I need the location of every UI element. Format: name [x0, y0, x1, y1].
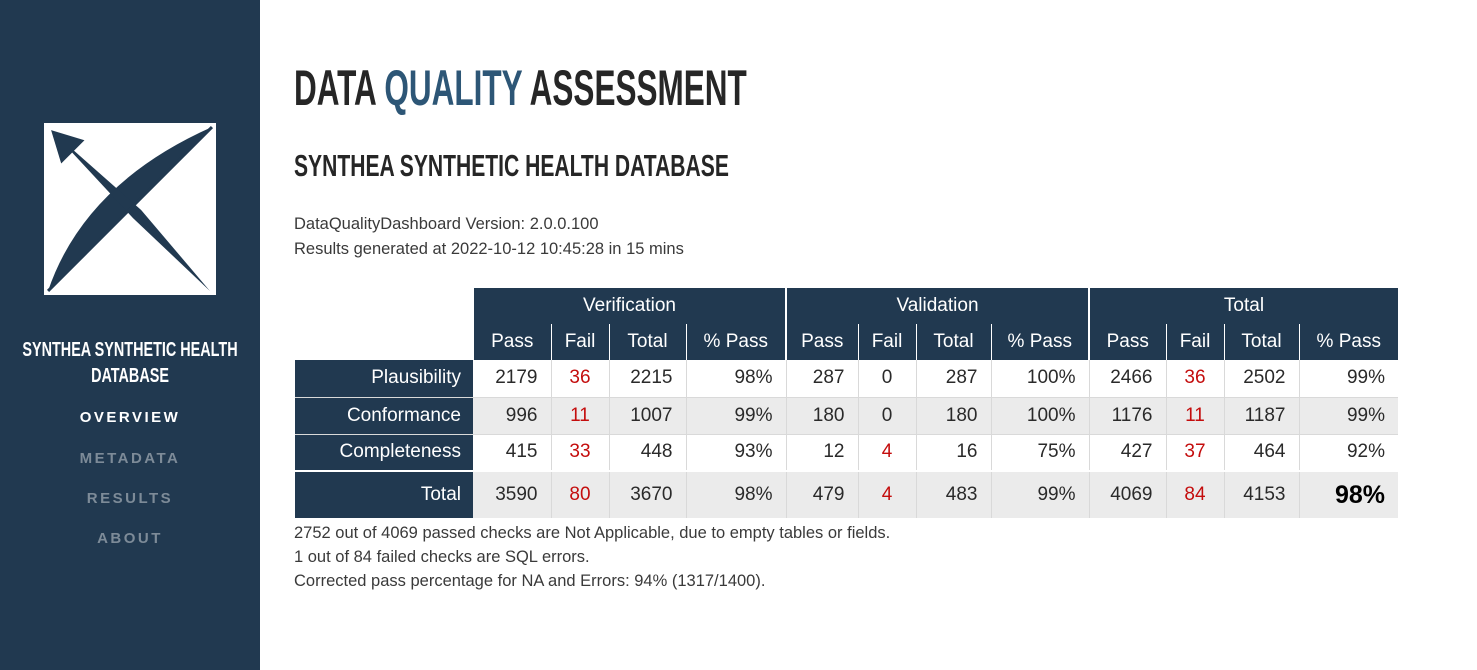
grand-pct-cell: 98%: [1298, 470, 1398, 518]
bow-arrow-logo-icon: [44, 123, 216, 295]
group-header-validation: Validation: [785, 288, 1089, 324]
pass-cell: 4069: [1088, 470, 1166, 518]
pass-cell: 427: [1088, 433, 1166, 471]
footnotes: 2752 out of 4069 passed checks are Not A…: [294, 521, 890, 593]
title-word-data: DATA: [294, 60, 376, 116]
fail-header: Fail: [1165, 324, 1224, 360]
pct-pass-header: % Pass: [685, 324, 786, 360]
row-label: Total: [295, 470, 473, 518]
sidebar-item-about[interactable]: ABOUT: [97, 530, 163, 547]
pass-cell: 479: [785, 470, 858, 518]
sidebar-database-title: SYNTHEA SYNTHETIC HEALTH DATABASE: [22, 339, 238, 387]
page-title: DATA QUALITY ASSESSMENT: [294, 63, 747, 113]
pct-cell: 100%: [990, 396, 1089, 434]
table-corner-blank: [294, 288, 473, 360]
total-cell: 448: [608, 433, 686, 471]
fail-cell: 33: [550, 433, 609, 471]
note-not-applicable: 2752 out of 4069 passed checks are Not A…: [294, 524, 891, 542]
total-cell: 1007: [608, 396, 686, 434]
total-cell: 483: [915, 470, 991, 518]
pct-cell: 99%: [990, 470, 1089, 518]
fail-cell: 36: [1165, 360, 1224, 397]
summary-table: Verification Validation Total Pass Fail …: [294, 288, 1398, 518]
group-header-total: Total: [1088, 288, 1398, 324]
fail-cell: 4: [857, 470, 916, 518]
total-cell: 287: [915, 360, 991, 397]
total-header: Total: [1223, 324, 1299, 360]
total-cell: 4153: [1223, 470, 1299, 518]
pass-header: Pass: [472, 324, 551, 360]
total-cell: 2215: [608, 360, 686, 397]
fail-cell: 11: [1165, 396, 1224, 434]
pass-cell: 12: [785, 433, 858, 471]
sidebar-item-results[interactable]: RESULTS: [86, 490, 174, 507]
sidebar-item-overview[interactable]: OVERVIEW: [79, 409, 181, 426]
table-row-plausibility: Plausibility 2179 36 2215 98% 287 0 287 …: [295, 360, 1398, 397]
row-label: Conformance: [295, 396, 473, 434]
pct-cell: 98%: [685, 470, 786, 518]
pass-header: Pass: [1088, 324, 1166, 360]
pct-cell: 92%: [1298, 433, 1398, 471]
table-row-total: Total 3590 80 3670 98% 479 4 483 99% 406…: [295, 470, 1398, 518]
row-label: Plausibility: [295, 360, 473, 397]
report-meta: DataQualityDashboard Version: 2.0.0.100 …: [294, 212, 684, 262]
pct-pass-header: % Pass: [990, 324, 1089, 360]
group-header-verification: Verification: [472, 288, 786, 324]
fail-cell: 84: [1165, 470, 1224, 518]
total-cell: 16: [915, 433, 991, 471]
fail-cell: 36: [550, 360, 609, 397]
note-corrected-pct: Corrected pass percentage for NA and Err…: [294, 572, 766, 590]
title-word-assessment: ASSESSMENT: [529, 60, 747, 116]
pass-cell: 2466: [1088, 360, 1166, 397]
fail-cell: 0: [857, 360, 916, 397]
pct-cell: 100%: [990, 360, 1089, 397]
pass-cell: 287: [785, 360, 858, 397]
pct-cell: 93%: [685, 433, 786, 471]
pct-pass-header: % Pass: [1298, 324, 1398, 360]
version-line: DataQualityDashboard Version: 2.0.0.100: [294, 215, 599, 233]
total-cell: 1187: [1223, 396, 1299, 434]
fail-cell: 80: [550, 470, 609, 518]
total-cell: 464: [1223, 433, 1299, 471]
table-row-conformance: Conformance 996 11 1007 99% 180 0 180 10…: [295, 396, 1398, 434]
pass-header: Pass: [785, 324, 858, 360]
fail-header: Fail: [550, 324, 609, 360]
title-word-quality: QUALITY: [384, 60, 523, 116]
pass-cell: 3590: [473, 470, 551, 518]
pct-cell: 99%: [1298, 360, 1398, 397]
pct-cell: 99%: [1298, 396, 1398, 434]
pass-cell: 415: [473, 433, 551, 471]
note-sql-errors: 1 out of 84 failed checks are SQL errors…: [294, 548, 590, 566]
fail-cell: 0: [857, 396, 916, 434]
fail-cell: 11: [550, 396, 609, 434]
total-header: Total: [608, 324, 686, 360]
generated-line: Results generated at 2022-10-12 10:45:28…: [294, 240, 684, 258]
fail-cell: 4: [857, 433, 916, 471]
sidebar: SYNTHEA SYNTHETIC HEALTH DATABASE OVERVI…: [0, 0, 260, 670]
pass-cell: 996: [473, 396, 551, 434]
page-subtitle: SYNTHEA SYNTHETIC HEALTH DATABASE: [294, 148, 729, 183]
table-row-completeness: Completeness 415 33 448 93% 12 4 16 75% …: [295, 433, 1398, 471]
row-label: Completeness: [295, 433, 473, 471]
sidebar-item-metadata[interactable]: METADATA: [79, 450, 181, 467]
pass-cell: 2179: [473, 360, 551, 397]
total-header: Total: [915, 324, 991, 360]
pass-cell: 180: [785, 396, 858, 434]
total-cell: 3670: [608, 470, 686, 518]
pass-cell: 1176: [1088, 396, 1166, 434]
pct-cell: 75%: [990, 433, 1089, 471]
fail-cell: 37: [1165, 433, 1224, 471]
pct-cell: 98%: [685, 360, 786, 397]
total-cell: 2502: [1223, 360, 1299, 397]
pct-cell: 99%: [685, 396, 786, 434]
total-cell: 180: [915, 396, 991, 434]
fail-header: Fail: [857, 324, 916, 360]
